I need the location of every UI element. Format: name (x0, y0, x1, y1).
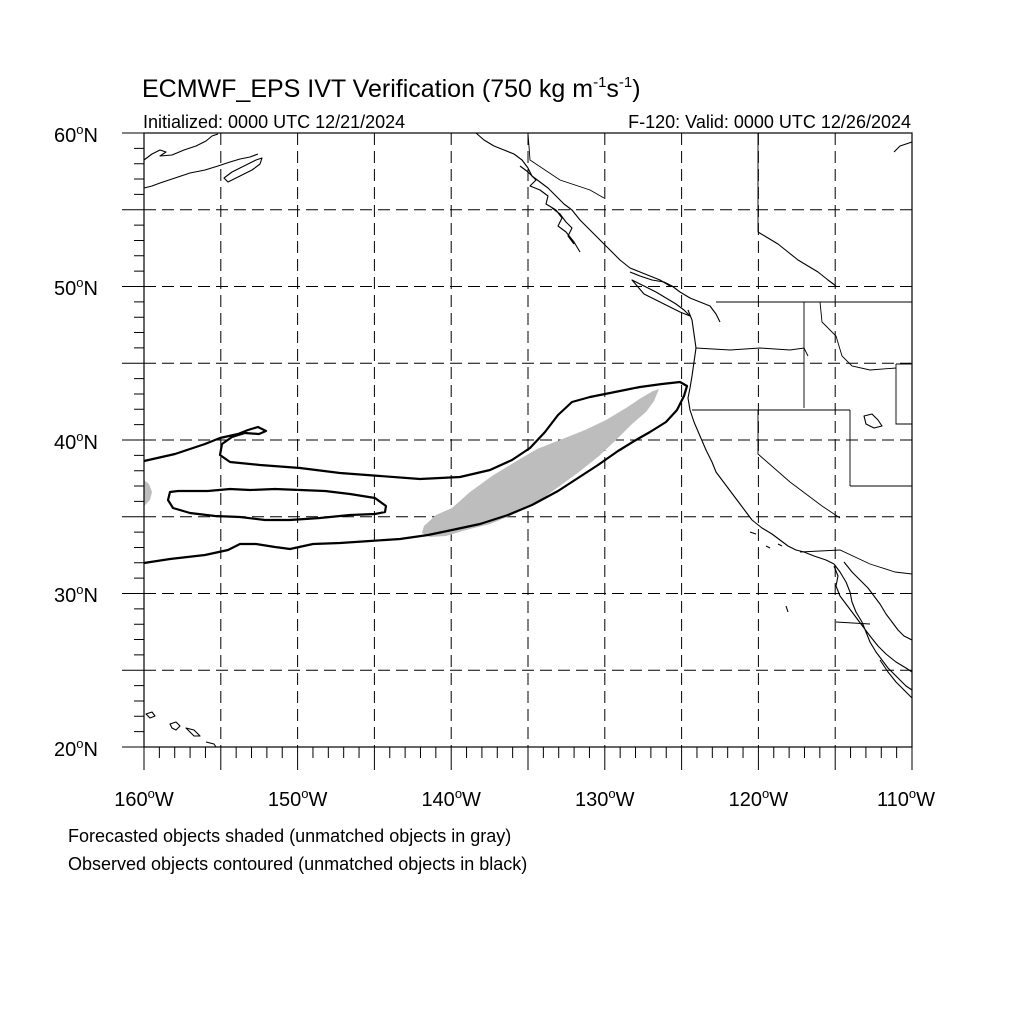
degree-sign: o (909, 786, 916, 801)
border-baja-sonora (835, 621, 871, 625)
degree-sign: o (762, 786, 769, 801)
observed-objects (143, 380, 689, 565)
observed-object-outer-contour (143, 380, 689, 565)
coastline-vancouver-island (631, 279, 691, 317)
degree-sign: o (76, 275, 83, 290)
lat-label-50: 50oN (54, 275, 98, 300)
lat-label-30: 30oN (54, 582, 98, 607)
lat-label-20: 20oN (54, 736, 98, 761)
degree-sign: o (148, 786, 155, 801)
observed-object-inner-contour (166, 487, 388, 522)
coastline-hawaii (145, 711, 217, 748)
axis-ticks (122, 132, 913, 770)
forecast-objects (144, 389, 659, 537)
subtitle-valid: F-120: Valid: 0000 UTC 12/26/2024 (628, 112, 911, 132)
border-idaho-montana (819, 301, 897, 371)
lat-label-60: 60oN (54, 122, 98, 147)
lat-label-40: 40oN (54, 429, 98, 454)
degree-sign: o (76, 122, 83, 137)
coastline-hudson-bay-edge (893, 141, 913, 153)
longitude-labels: 160oW 150oW 140oW 130oW 120oW 110oW (114, 786, 935, 811)
border-us-mexico (799, 549, 913, 575)
degree-sign: o (76, 429, 83, 444)
coastline-channel-islands (749, 531, 789, 613)
border-washington-oregon (695, 347, 809, 357)
title-sup-1: -1 (593, 74, 606, 91)
lon-label-140: 140oW (421, 786, 481, 811)
lon-label-150: 150oW (268, 786, 328, 811)
lon-label-120: 120oW (729, 786, 789, 811)
map-panel: 60oN 50oN 40oN 30oN 20oN 160oW 150oW 140… (54, 122, 935, 811)
subtitle-initialized: Initialized: 0000 UTC 12/21/2024 (143, 112, 405, 132)
title-end: ) (632, 75, 640, 103)
lon-label-110: 110oW (877, 786, 935, 811)
coastline-mainland-mexico (879, 659, 913, 699)
coastline-washington-oregon-california (687, 309, 835, 565)
lon-label-160: 160oW (114, 786, 174, 811)
forecast-object-atmospheric-river (422, 389, 659, 537)
degree-sign: o (76, 582, 83, 597)
title-mid: s (606, 75, 619, 103)
coastline-great-salt-lake (863, 413, 883, 429)
coastline-gulf-of-alaska (475, 132, 671, 287)
border-wyoming (895, 363, 912, 425)
coastline-british-columbia (629, 271, 721, 323)
coastline-baja-california (833, 563, 913, 691)
title-sup-2: -1 (619, 74, 632, 91)
footnote-forecast: Forecasted objects shaded (unmatched obj… (68, 826, 511, 846)
footnote-observed: Observed objects contoured (unmatched ob… (68, 854, 527, 874)
coastlines (143, 132, 913, 748)
graticule (144, 133, 912, 747)
political-borders (527, 132, 913, 625)
tick-bottom-minor (158, 747, 898, 758)
coastline-alexander-archipelago (519, 165, 581, 253)
border-california-nevada (757, 410, 841, 519)
figure-title: ECMWF_EPS IVT Verification (750 kg m-1s-… (142, 74, 641, 103)
coastline-gulf-of-california-east (843, 561, 913, 641)
tick-left-minor (134, 147, 144, 733)
degree-sign: o (608, 786, 615, 801)
degree-sign: o (455, 786, 462, 801)
latitude-labels: 60oN 50oN 40oN 30oN 20oN (54, 122, 98, 761)
coastline-canadian-rockies (757, 231, 837, 287)
degree-sign: o (301, 786, 308, 801)
coastline-kodiak (223, 157, 263, 183)
coastline-alaska-peninsula (143, 133, 259, 189)
degree-sign: o (76, 736, 83, 751)
forecast-object-west-edge (144, 480, 152, 506)
lon-label-130: 130oW (575, 786, 635, 811)
title-main: ECMWF_EPS IVT Verification (750 kg m (142, 75, 593, 103)
border-alaska-canada (527, 132, 605, 199)
